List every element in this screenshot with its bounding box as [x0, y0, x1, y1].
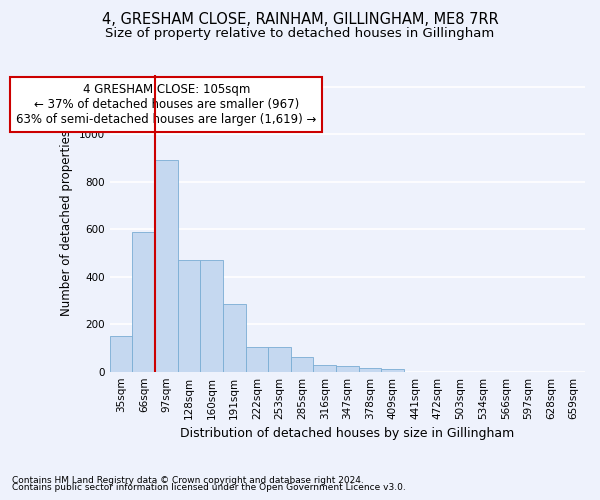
Bar	[110, 336, 133, 372]
Bar	[178, 260, 200, 372]
X-axis label: Distribution of detached houses by size in Gillingham: Distribution of detached houses by size …	[180, 427, 515, 440]
Text: Contains public sector information licensed under the Open Government Licence v3: Contains public sector information licen…	[12, 484, 406, 492]
Bar	[382, 370, 404, 372]
Bar	[133, 232, 155, 372]
Bar	[359, 368, 382, 372]
Bar	[200, 260, 223, 372]
Text: 4 GRESHAM CLOSE: 105sqm
← 37% of detached houses are smaller (967)
63% of semi-d: 4 GRESHAM CLOSE: 105sqm ← 37% of detache…	[16, 84, 317, 126]
Bar	[336, 366, 359, 372]
Bar	[245, 347, 268, 372]
Bar	[291, 358, 313, 372]
Text: Contains HM Land Registry data © Crown copyright and database right 2024.: Contains HM Land Registry data © Crown c…	[12, 476, 364, 485]
Text: Size of property relative to detached houses in Gillingham: Size of property relative to detached ho…	[106, 28, 494, 40]
Bar	[268, 347, 291, 372]
Text: 4, GRESHAM CLOSE, RAINHAM, GILLINGHAM, ME8 7RR: 4, GRESHAM CLOSE, RAINHAM, GILLINGHAM, M…	[101, 12, 499, 28]
Bar	[313, 365, 336, 372]
Bar	[223, 304, 245, 372]
Bar	[155, 160, 178, 372]
Y-axis label: Number of detached properties: Number of detached properties	[60, 130, 73, 316]
